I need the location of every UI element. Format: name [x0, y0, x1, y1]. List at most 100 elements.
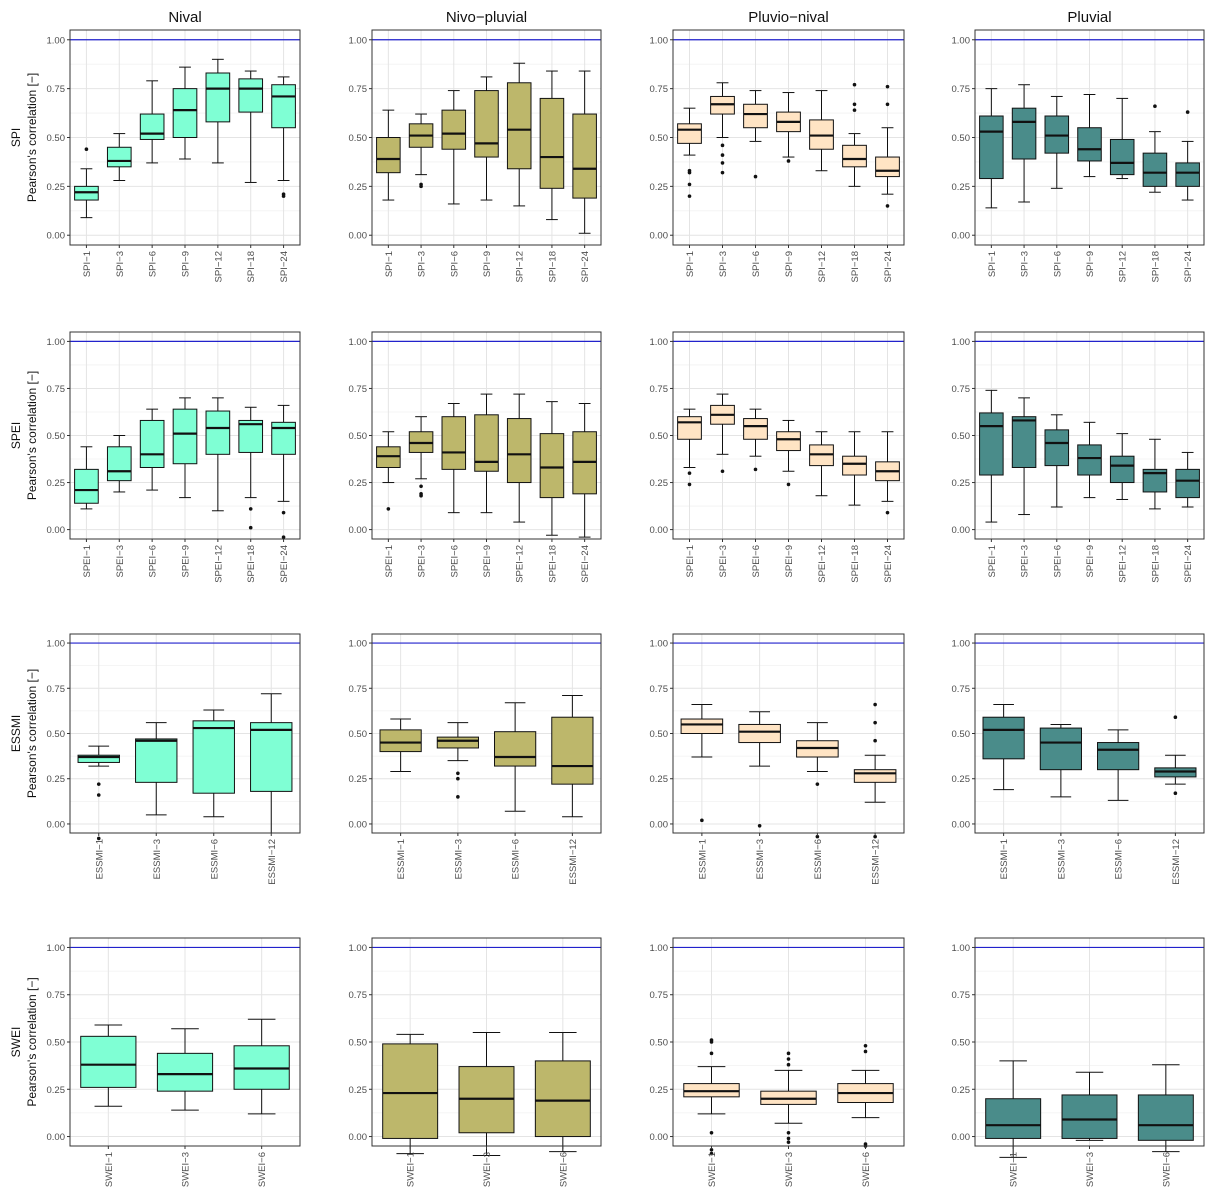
- outlier-point: [248, 525, 253, 530]
- box-body: [1142, 468, 1168, 493]
- x-tick-label: SPEI−1: [82, 545, 93, 577]
- box-SPEI−3: [1011, 397, 1037, 516]
- y-tick-label: 0.25: [47, 478, 66, 489]
- box-body: [441, 109, 467, 150]
- box-SPEI−18: [539, 401, 565, 536]
- box-body: [436, 736, 479, 749]
- box-SPEI−9: [172, 397, 198, 499]
- box-body: [572, 113, 597, 199]
- x-tick-label: SPEI−3: [417, 545, 428, 577]
- x-tick-label: ESSMI−12: [267, 839, 278, 885]
- box-SPI−18: [238, 70, 264, 183]
- box-body: [379, 729, 422, 753]
- box-SPI−18: [539, 70, 565, 221]
- box-SWEI−1: [382, 1033, 439, 1155]
- box-SPI−12: [809, 90, 834, 172]
- x-tick-label: SWEI−1: [707, 1152, 718, 1187]
- outlier-point: [1185, 110, 1190, 114]
- x-tick-label: SPEI−18: [850, 545, 861, 583]
- y-tick-label: 1.00: [47, 943, 66, 954]
- y-tick-label: 0.75: [349, 84, 368, 95]
- y-tick-label: 1.00: [349, 639, 368, 650]
- y-tick-label: 0.00: [650, 819, 669, 830]
- y-tick-label: 0.25: [47, 182, 66, 193]
- outlier-point: [753, 174, 758, 179]
- box-SPI−6: [139, 80, 165, 164]
- row-label-1: SPEI: [9, 422, 23, 449]
- y-tick-label: 0.50: [650, 729, 669, 740]
- box-SPI−3: [408, 113, 434, 189]
- x-tick-label: SPEI−9: [784, 545, 795, 577]
- box-SPI−3: [1011, 84, 1037, 203]
- box-SPI−1: [74, 147, 99, 219]
- box-body: [1077, 127, 1102, 162]
- outlier-point: [419, 484, 423, 489]
- y-tick-label: 0.25: [650, 182, 669, 193]
- box-body: [677, 123, 702, 144]
- box-body: [1142, 152, 1168, 187]
- panel-3-0: 0.00 0.25 0.50 0.75 1.00 SWEI−1 SWEI−3 SWEI−6: [47, 937, 301, 1187]
- y-tick-label: 0.75: [349, 990, 368, 1001]
- x-tick-label: SPEI−24: [1183, 545, 1194, 583]
- row-label-group-3: SWEI Pearson's correlation [−]: [9, 977, 39, 1106]
- y-tick-label: 1.00: [952, 639, 971, 650]
- box-SWEI−6: [1137, 1064, 1194, 1153]
- outlier-point: [786, 1130, 791, 1135]
- y-tick-label: 0.25: [349, 478, 368, 489]
- outlier-point: [885, 204, 890, 208]
- y-tick-label: 0.00: [952, 231, 971, 242]
- box-SPEI−9: [1077, 421, 1102, 499]
- box-ESSMI−1: [77, 745, 120, 841]
- box-body: [238, 419, 264, 453]
- outlier-point: [753, 467, 758, 472]
- x-tick-label: SWEI−6: [861, 1152, 872, 1187]
- box-SPEI−12: [1109, 433, 1135, 500]
- box-body: [192, 720, 235, 794]
- box-ESSMI−6: [1097, 729, 1140, 801]
- y-tick-label: 0.50: [952, 729, 971, 740]
- box-SWEI−3: [458, 1032, 515, 1156]
- y-tick-label: 0.75: [952, 84, 971, 95]
- outlier-point: [281, 535, 286, 539]
- y-tick-label: 1.00: [650, 943, 669, 954]
- outlier-point: [709, 1130, 714, 1135]
- box-body: [474, 90, 499, 158]
- x-tick-label: ESSMI−3: [453, 839, 464, 879]
- box-body: [106, 146, 132, 168]
- box-SPEI−9: [776, 419, 801, 487]
- box-ESSMI−3: [135, 722, 178, 816]
- outlier-point: [687, 182, 692, 187]
- x-tick-label: SPEI−18: [246, 545, 257, 583]
- box-ESSMI−12: [1154, 715, 1197, 795]
- x-tick-label: SPI−24: [883, 251, 894, 282]
- x-tick-label: SPI−3: [115, 251, 126, 277]
- y-tick-label: 0.75: [47, 384, 66, 395]
- x-tick-label: SPI−6: [751, 251, 762, 277]
- box-body: [250, 722, 293, 792]
- box-ESSMI−12: [250, 693, 293, 834]
- box-SPI−9: [474, 76, 499, 201]
- y-tick-label: 0.25: [952, 774, 971, 785]
- outlier-point: [687, 471, 692, 475]
- box-body: [1175, 162, 1200, 187]
- y-tick-label: 0.00: [650, 231, 669, 242]
- y-tick-label: 0.75: [349, 384, 368, 395]
- box-ESSMI−12: [551, 695, 594, 818]
- x-tick-label: SWEI−1: [104, 1152, 115, 1187]
- x-tick-label: SPI−12: [515, 251, 526, 282]
- box-SWEI−3: [156, 1028, 214, 1111]
- box-body: [677, 416, 702, 440]
- y-tick-label: 0.00: [47, 525, 66, 536]
- box-SPEI−12: [809, 431, 834, 497]
- box-SPI−6: [441, 90, 467, 205]
- y-tick-label: 0.75: [952, 384, 971, 395]
- outlier-point: [687, 194, 692, 198]
- outlier-point: [1173, 715, 1178, 720]
- box-SPI−6: [743, 90, 768, 179]
- box-SPEI−6: [1044, 414, 1070, 508]
- box-body: [776, 431, 801, 452]
- outlier-point: [281, 194, 286, 198]
- x-tick-label: SWEI−6: [1161, 1152, 1172, 1187]
- box-SPI−1: [677, 107, 702, 198]
